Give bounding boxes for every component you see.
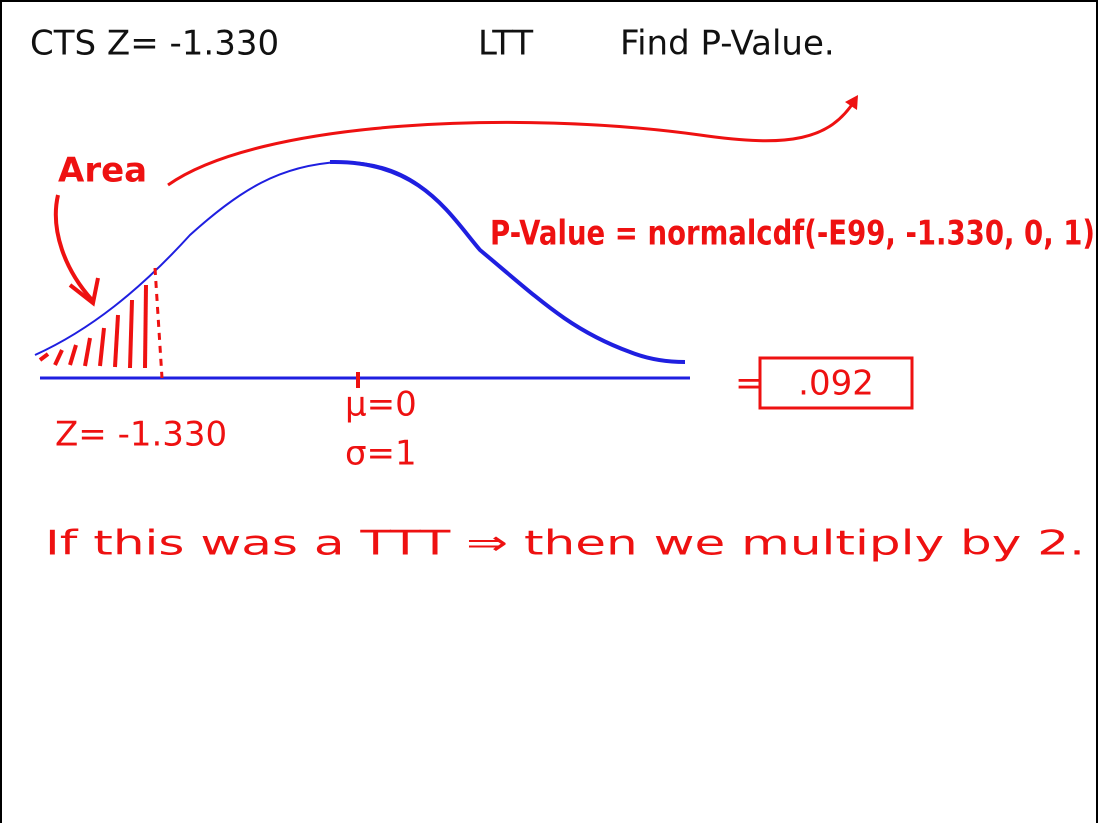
page: {"header": {"statistic": "CTS Z= -1.330"… [0,0,1098,823]
sd-label: σ=1 [345,434,417,474]
whiteboard: CTS Z= -1.330 LTT Find P-Value. Area P-V… [0,0,1098,823]
area-label: Area [58,151,147,191]
statistic-text: CTS Z= -1.330 [30,24,279,64]
task-text: Find P-Value. [620,24,835,64]
formula-text: P-Value = normalcdf(-E99, -1.330, 0, 1) [490,214,1095,254]
hatch [145,285,146,368]
result-text: .092 [798,364,874,404]
note-text: If this was a TTT ⇒ then we multiply by … [45,524,1085,564]
hatch [130,300,132,368]
z-label: Z= -1.330 [55,415,227,455]
mean-label: μ=0 [345,385,417,425]
test-text: LTT [478,24,533,64]
